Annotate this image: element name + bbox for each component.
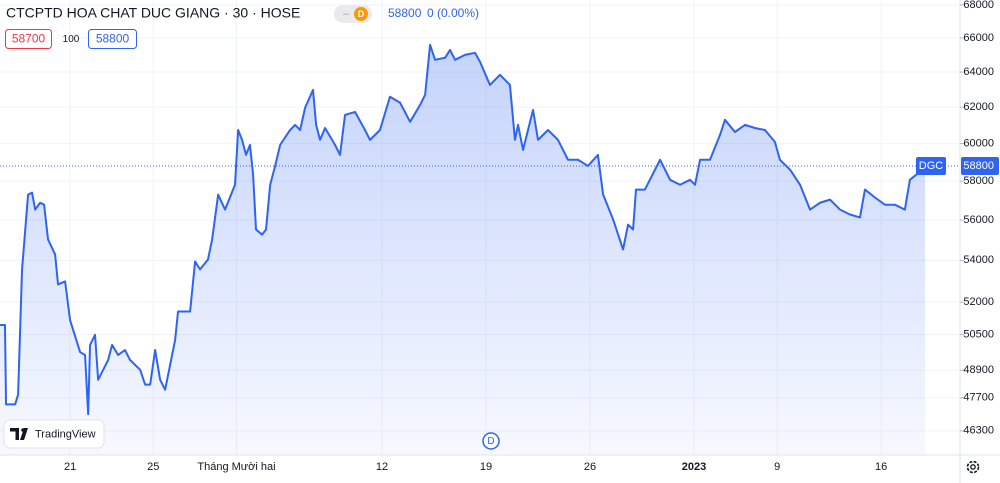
ask: 58800 xyxy=(96,32,130,46)
last-price-box xyxy=(961,156,999,175)
x-tick-label: Tháng Mười hai xyxy=(197,461,275,473)
y-tick-label: 46300 xyxy=(963,425,994,437)
x-tick-label: 2023 xyxy=(682,461,706,473)
badge-dot xyxy=(354,7,368,21)
quote: 58800 xyxy=(388,6,422,20)
x-tick-label: 9 xyxy=(774,461,780,473)
x-tick-label: 25 xyxy=(147,461,159,473)
line xyxy=(0,43,926,416)
y-tick-label: 56000 xyxy=(963,214,994,226)
last-price-label: 58800 xyxy=(963,160,994,172)
change: 0 (0.00%) xyxy=(427,6,479,20)
y-tick-label: 47700 xyxy=(963,392,994,404)
bid-box[interactable] xyxy=(5,29,52,49)
x-tick-label: 16 xyxy=(875,461,887,473)
plot xyxy=(0,43,960,456)
symbol-box xyxy=(916,156,946,175)
y-tick-label: 58000 xyxy=(963,175,994,187)
x-tick-label: 21 xyxy=(64,461,76,473)
symbol-label: DGC xyxy=(919,160,944,172)
badge-dash: – xyxy=(343,8,350,20)
badge-label: D xyxy=(358,9,365,19)
chart-title: CTCPTD HOA CHAT DUC GIANG · 30 · HOSE xyxy=(6,5,300,21)
bid: 58700 xyxy=(12,32,46,46)
logo-box[interactable] xyxy=(3,419,105,449)
y-tick-label: 66000 xyxy=(963,32,994,44)
y-tick-label: 52000 xyxy=(963,296,994,308)
ask-box[interactable] xyxy=(88,29,137,49)
y-tick-label: 54000 xyxy=(963,254,994,266)
settings-icon[interactable] xyxy=(966,460,980,474)
y-tick-label: 68000 xyxy=(963,0,994,11)
watermark: TradingView xyxy=(35,428,96,440)
y-tick-label: 64000 xyxy=(963,66,994,78)
event-marker[interactable] xyxy=(482,432,500,450)
y-tick-label: 48900 xyxy=(963,364,994,376)
labels: 46300 47700 48900 50500 52000 54000 56000 58000… xyxy=(64,0,999,473)
y-tick-label: 60000 xyxy=(963,137,994,149)
x-tick-label: 26 xyxy=(584,461,596,473)
x-tick-label: 12 xyxy=(376,461,388,473)
area xyxy=(0,44,926,456)
logo-dot xyxy=(21,428,25,432)
y-tick-label: 50500 xyxy=(963,328,994,340)
x-tick-label: 19 xyxy=(480,461,492,473)
spread: 100 xyxy=(63,34,80,45)
y-tick-label: 62000 xyxy=(963,101,994,113)
event-marker-label: D xyxy=(487,436,494,447)
